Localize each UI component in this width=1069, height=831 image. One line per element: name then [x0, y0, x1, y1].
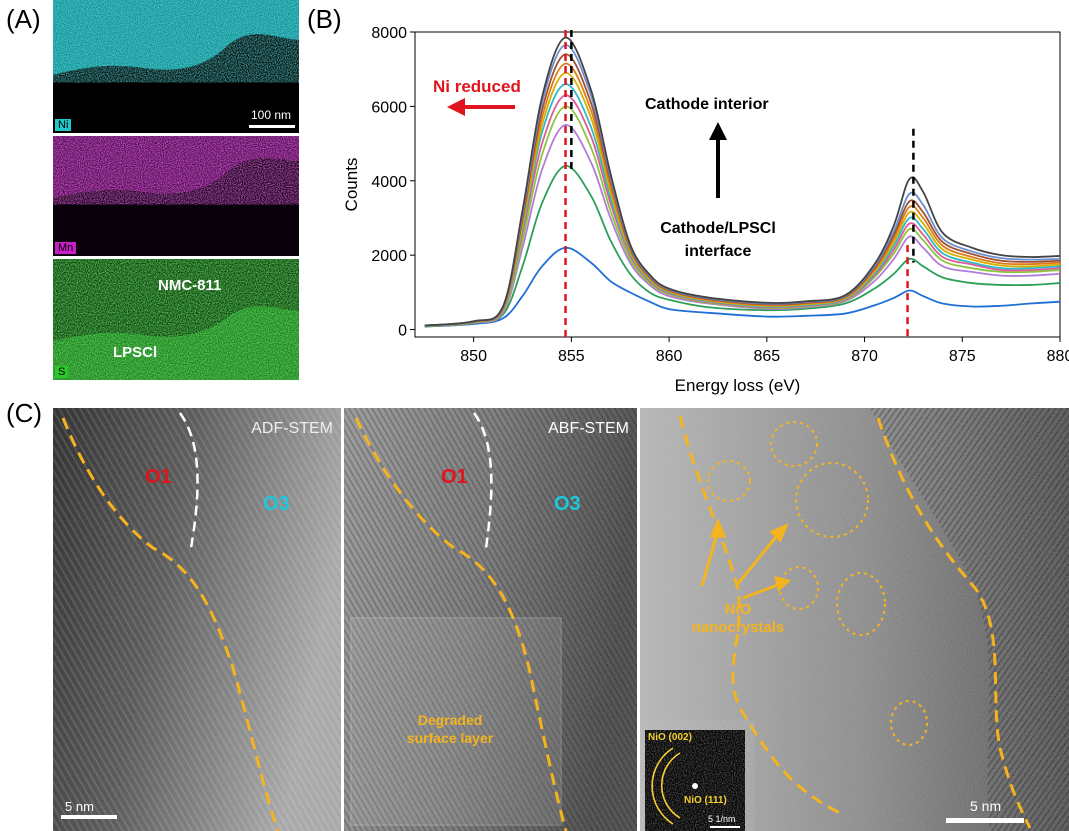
- eels-chart: 850 855 860 865 870 875 880 0 2000 4000 6000 8000 En…: [342, 25, 1069, 395]
- spectrum-line-2: [424, 165, 1061, 328]
- degraded-label: Degraded surface layer: [400, 711, 500, 747]
- hr-image-graphic: [640, 408, 1069, 831]
- nio-line-1: NiO: [724, 601, 752, 618]
- adf-image-graphic: [53, 408, 341, 831]
- ni-reduced-arrowhead: [447, 98, 465, 116]
- hr-stem-image: NiO nanocrystals NiO (002) NiO (111) 5 1…: [640, 408, 1069, 831]
- panel-label-a: (A): [6, 4, 41, 34]
- x-tick-label: 860: [656, 348, 683, 365]
- degraded-line-2: surface layer: [406, 730, 494, 746]
- spectrum-line-6: [424, 83, 1061, 327]
- abf-stem-image: ABF-STEM O1 O3 Degraded surface layer: [344, 408, 637, 831]
- x-tick-label: 850: [460, 348, 487, 365]
- ni-reduced-label: Ni reduced: [433, 77, 521, 96]
- interior-arrowhead: [709, 122, 727, 140]
- spectrum-line-11: [424, 36, 1061, 327]
- x-tick-label: 870: [851, 348, 878, 365]
- o1-label-adf: O1: [145, 466, 172, 488]
- abf-image-graphic: [344, 408, 637, 831]
- eds-scale-label: 100 nm: [250, 108, 291, 122]
- mn-tag: Mn: [55, 242, 77, 254]
- panel-label-c: (C): [6, 398, 43, 428]
- lpscl-label: LPSCl: [113, 344, 158, 361]
- fft-label-002: NiO (002): [648, 732, 692, 743]
- panel-label-b: (B): [307, 4, 342, 34]
- spectrum-line-5: [424, 94, 1061, 327]
- x-tick-label: 880: [1047, 348, 1069, 365]
- eds-ni-map: Ni 100 nm: [53, 0, 299, 133]
- x-tick-label: 875: [949, 348, 976, 365]
- nio-line-2: nanocrystals: [691, 619, 785, 636]
- x-tick-label: 865: [753, 348, 780, 365]
- y-tick-label: 0: [398, 323, 407, 340]
- y-tick-label: 6000: [371, 99, 407, 116]
- o3-label-abf: O3: [554, 493, 581, 515]
- o3-label-adf: O3: [263, 493, 290, 515]
- cathode-interior-label: Cathode interior: [645, 96, 769, 113]
- ni-map-image: [53, 0, 299, 133]
- x-tick-label: 855: [558, 348, 585, 365]
- y-tick-label: 8000: [371, 25, 407, 42]
- fft-scale-label: 5 1/nm: [708, 814, 736, 824]
- s-map-image: [53, 259, 299, 380]
- adf-title: ADF-STEM: [251, 420, 333, 437]
- abf-title: ABF-STEM: [548, 420, 629, 437]
- s-tag: S: [55, 366, 69, 378]
- eds-s-map: S NMC-811 LPSCl: [53, 259, 299, 380]
- plot-frame: [414, 31, 1061, 338]
- ni-tag: Ni: [55, 119, 72, 131]
- scale-right-label: 5 nm: [970, 798, 1002, 814]
- o1-label-abf: O1: [441, 466, 468, 488]
- eds-mn-map: Mn: [53, 136, 299, 256]
- interface-label-1: Cathode/LPSCl: [660, 220, 776, 237]
- fft-label-111: NiO (111): [684, 795, 727, 806]
- y-axis-label: Counts: [342, 158, 361, 212]
- spectrum-line-1: [424, 246, 1061, 328]
- degraded-line-1: Degraded: [417, 712, 483, 728]
- y-tick-label: 4000: [371, 174, 407, 191]
- mn-map-image: [53, 136, 299, 256]
- adf-stem-image: ADF-STEM O1 O3 5 nm: [53, 408, 341, 831]
- nio-label: NiO nanocrystals: [688, 601, 788, 637]
- x-axis-label: Energy loss (eV): [675, 376, 801, 395]
- interface-label-2: interface: [685, 243, 752, 260]
- y-tick-label: 2000: [371, 248, 407, 265]
- nmc-label: NMC-811: [158, 277, 222, 294]
- spectrum-line-4: [424, 105, 1061, 328]
- scale-left-label: 5 nm: [65, 799, 94, 814]
